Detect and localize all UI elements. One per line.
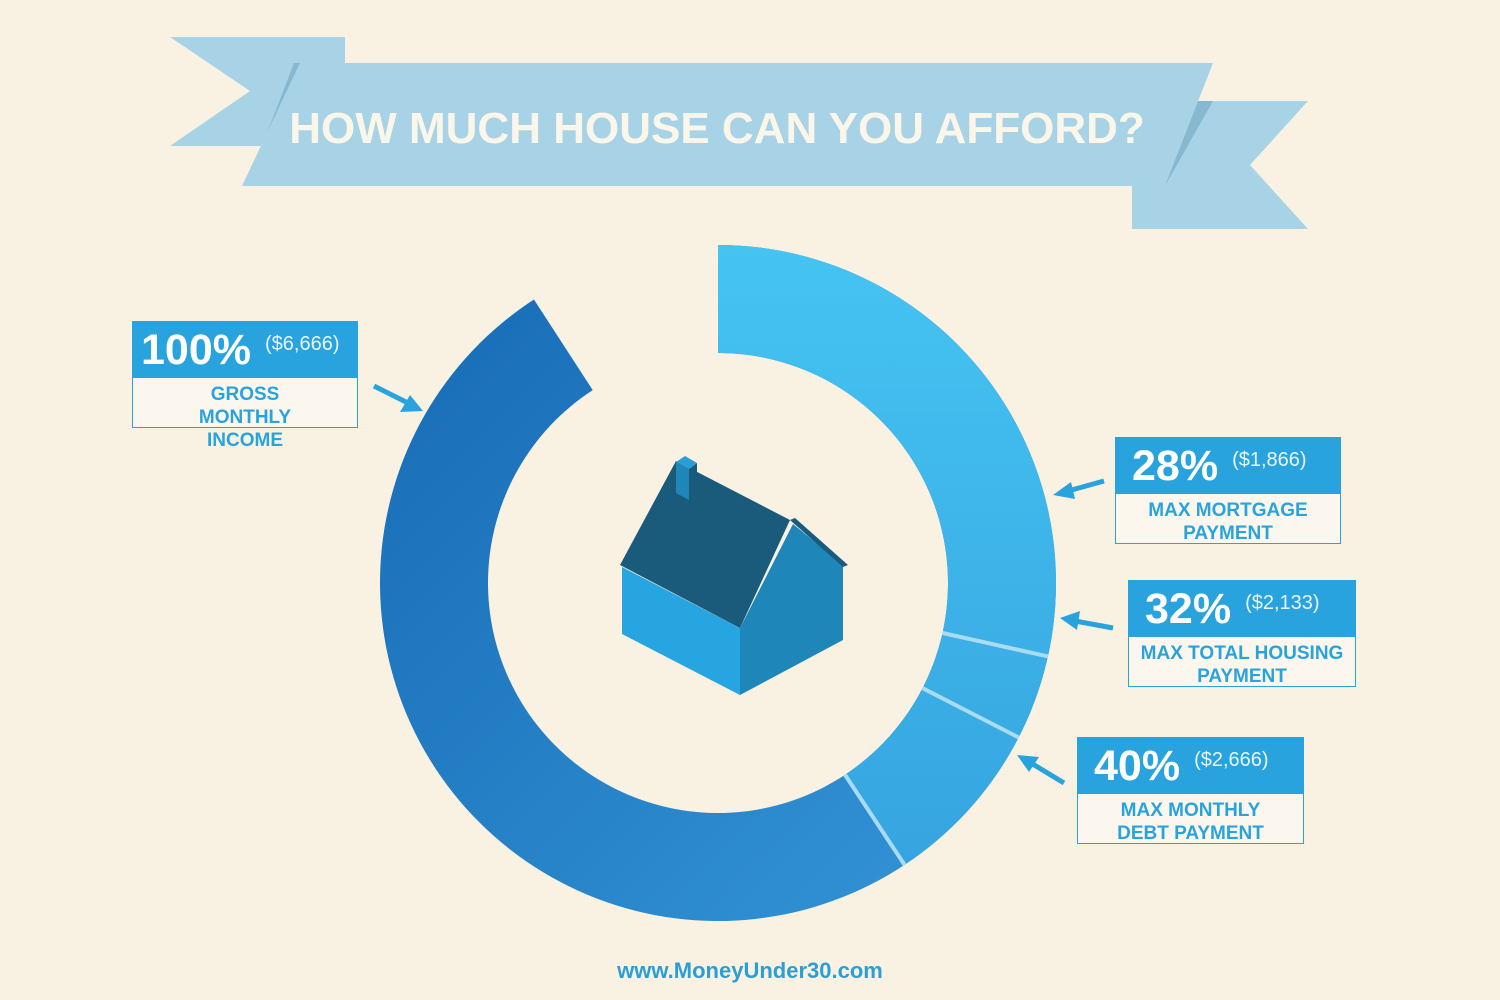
percent-label: 100% bbox=[141, 325, 251, 374]
percent-label: 28% bbox=[1132, 441, 1219, 490]
donut-chart bbox=[379, 245, 1057, 921]
percent-label: 32% bbox=[1145, 584, 1232, 633]
arrow-icon-income bbox=[372, 383, 423, 412]
website-link[interactable]: www.MoneyUnder30.com bbox=[617, 958, 883, 983]
callout-gross-income: 100% ($6,666) GROSS MONTHLY INCOME bbox=[132, 321, 358, 451]
callout-max-debt: 40% ($2,666) MAX MONTHLY DEBT PAYMENT bbox=[1077, 737, 1304, 844]
house-icon bbox=[620, 456, 848, 695]
callout-header: 32% ($2,133) bbox=[1129, 581, 1355, 637]
slice-label: GROSS MONTHLY INCOME bbox=[198, 384, 292, 451]
callout-header: 40% ($2,666) bbox=[1078, 738, 1303, 794]
callout-max-housing: 32% ($2,133) MAX TOTAL HOUSING PAYMENT bbox=[1128, 580, 1356, 687]
percent-label: 40% bbox=[1094, 741, 1181, 790]
divider-mortgage bbox=[942, 631, 1049, 659]
amount-label: ($6,666) bbox=[264, 332, 340, 355]
chimney-top bbox=[676, 456, 697, 469]
amount-label: ($2,133) bbox=[1245, 591, 1320, 614]
callout-max-mortgage: 28% ($1,866) MAX MORTGAGE PAYMENT bbox=[1115, 437, 1341, 544]
callout-header: 100% ($6,666) bbox=[133, 322, 357, 378]
chimney-side bbox=[689, 463, 697, 500]
page-title: HOW MUCH HOUSE CAN YOU AFFORD? bbox=[289, 104, 1145, 153]
amount-label: ($1,866) bbox=[1232, 448, 1307, 471]
slice-label: MAX MORTGAGE PAYMENT bbox=[1148, 500, 1308, 544]
house-roof-edge bbox=[790, 518, 848, 567]
arrow-icon-debt bbox=[1017, 755, 1066, 786]
house-roof bbox=[620, 461, 790, 628]
house-side-wall bbox=[740, 524, 843, 695]
ribbon-main bbox=[242, 63, 1213, 186]
chimney-front bbox=[676, 462, 689, 500]
arrow-icon-mortgage bbox=[1053, 478, 1105, 499]
divider-debt bbox=[843, 773, 907, 866]
title-ribbon: HOW MUCH HOUSE CAN YOU AFFORD? bbox=[170, 37, 1308, 229]
slice-label: MAX MONTHLY DEBT PAYMENT bbox=[1117, 800, 1264, 844]
slice-label: MAX TOTAL HOUSING PAYMENT bbox=[1140, 643, 1344, 687]
divider-housing bbox=[921, 686, 1020, 740]
arrow-icon-housing bbox=[1060, 611, 1114, 631]
amount-label: ($2,666) bbox=[1194, 748, 1269, 771]
donut-slice-max-debt bbox=[718, 245, 1057, 865]
callout-header: 28% ($1,866) bbox=[1116, 438, 1340, 494]
house-front-wall bbox=[622, 567, 740, 695]
